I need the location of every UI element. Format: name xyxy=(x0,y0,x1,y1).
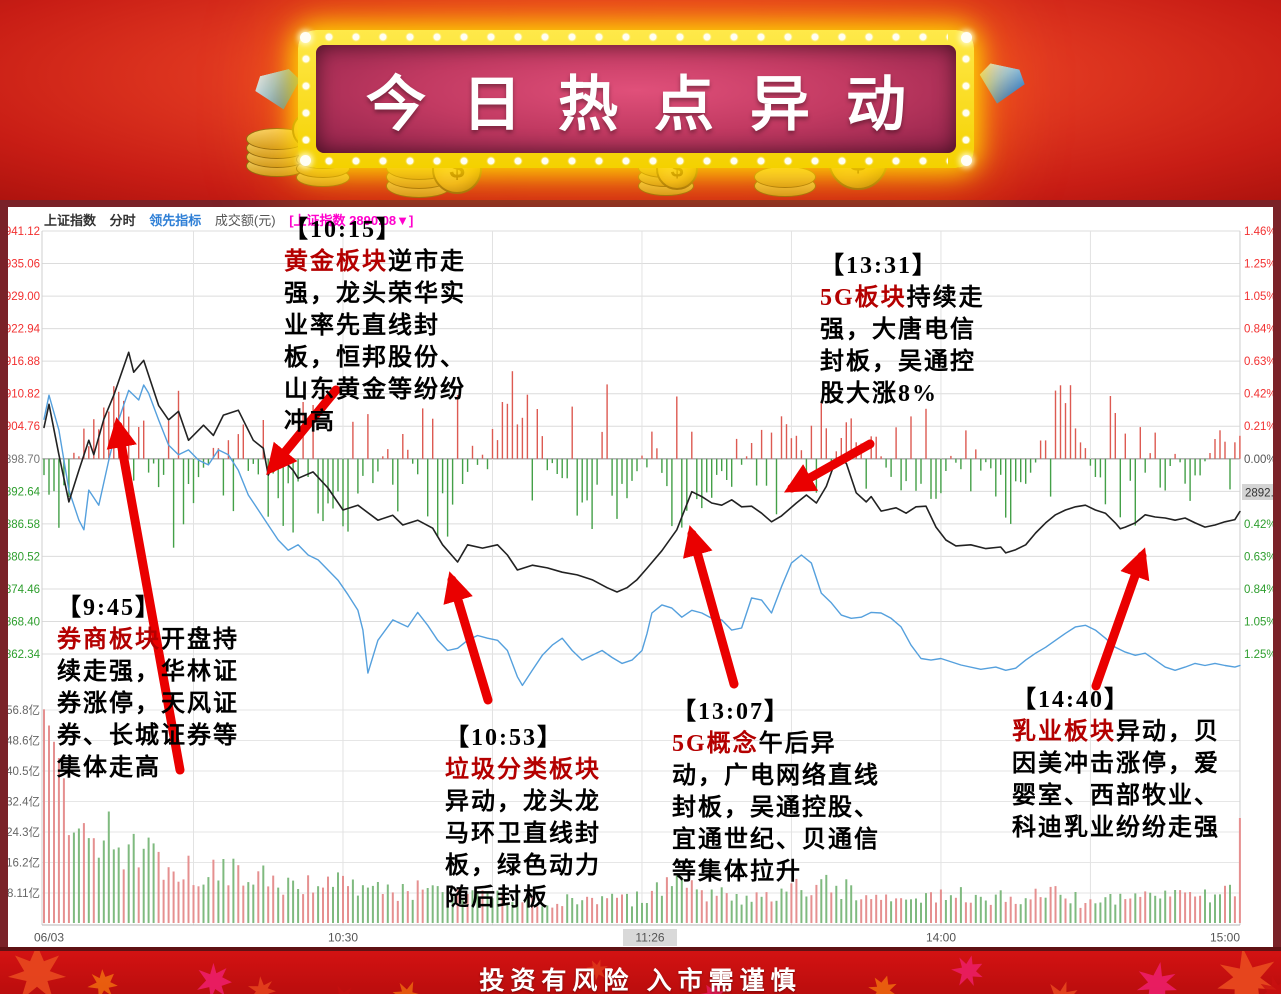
svg-text:2862.34: 2862.34 xyxy=(8,649,41,661)
period-tab-minute[interactable]: 分时 xyxy=(109,213,136,228)
svg-text:8.11亿: 8.11亿 xyxy=(8,887,40,900)
svg-text:2898.70: 2898.70 xyxy=(8,454,40,466)
light-bulbs-row xyxy=(324,32,948,42)
index-quote-label: [上证指数 2890.08▼] xyxy=(289,213,414,228)
svg-text:10:30: 10:30 xyxy=(328,931,358,945)
corner-bulb xyxy=(961,32,972,43)
price-badge: 2892.98 xyxy=(1242,484,1273,500)
index-name-label[interactable]: 上证指数 xyxy=(44,213,97,228)
marquee-sign: 今日热点异动 xyxy=(298,30,974,168)
light-bulbs-column xyxy=(961,54,971,144)
svg-text:0.84%: 0.84% xyxy=(1244,324,1273,336)
corner-bulb xyxy=(300,155,311,166)
marquee-sign-panel: 今日热点异动 xyxy=(316,45,956,153)
svg-text:14:00: 14:00 xyxy=(926,931,956,945)
svg-text:2886.58: 2886.58 xyxy=(8,519,40,531)
callout-arrows xyxy=(106,385,1150,775)
svg-text:0.42%: 0.42% xyxy=(1244,389,1273,401)
svg-text:1.25%: 1.25% xyxy=(1244,649,1273,661)
svg-text:0.42%: 0.42% xyxy=(1244,519,1273,531)
svg-text:2910.82: 2910.82 xyxy=(8,389,40,401)
chart-toolbar: 上证指数 分时 领先指标 成交额(元) [上证指数 2890.08▼] xyxy=(44,210,423,229)
gridlines xyxy=(41,230,1241,926)
svg-text:0.21%: 0.21% xyxy=(1244,421,1273,433)
svg-text:06/03: 06/03 xyxy=(34,931,64,945)
corner-bulb xyxy=(961,155,972,166)
svg-text:2941.12: 2941.12 xyxy=(8,226,40,238)
svg-text:24.3亿: 24.3亿 xyxy=(8,826,40,839)
svg-text:11:26: 11:26 xyxy=(635,931,664,945)
leading-indicator-line xyxy=(43,384,1241,687)
footer: 投资有风险 入市需谨慎 xyxy=(0,947,1281,994)
volume-mode-label[interactable]: 成交额(元) xyxy=(214,213,276,228)
corner-bulb xyxy=(300,32,311,43)
svg-text:0.84%: 0.84% xyxy=(1244,584,1273,596)
svg-text:2916.88: 2916.88 xyxy=(8,356,40,368)
risk-disclaimer: 投资有风险 入市需谨慎 xyxy=(479,968,802,994)
svg-text:40.5亿: 40.5亿 xyxy=(8,765,40,778)
time-axis-labels: 06/03 10:30 11:26 14:00 15:00 xyxy=(34,929,1240,946)
svg-text:16.2亿: 16.2亿 xyxy=(8,857,40,870)
svg-text:1.05%: 1.05% xyxy=(1244,291,1273,303)
svg-text:48.6亿: 48.6亿 xyxy=(8,735,40,748)
light-bulbs-column xyxy=(301,54,311,144)
svg-text:2892.98: 2892.98 xyxy=(1245,488,1273,500)
svg-text:1.05%: 1.05% xyxy=(1244,616,1273,628)
svg-text:32.4亿: 32.4亿 xyxy=(8,796,40,809)
svg-text:2922.94: 2922.94 xyxy=(8,324,41,336)
banner-title: 今日热点异动 xyxy=(366,70,942,138)
svg-text:1.25%: 1.25% xyxy=(1244,259,1273,271)
svg-text:2929.00: 2929.00 xyxy=(8,291,40,303)
svg-text:15:00: 15:00 xyxy=(1210,931,1240,945)
indicator-toggle[interactable]: 领先指标 xyxy=(149,213,202,228)
volume-bars xyxy=(43,709,1241,924)
svg-text:0.63%: 0.63% xyxy=(1244,356,1273,368)
banner: 今日热点异动 xyxy=(0,0,1281,200)
svg-text:0.63%: 0.63% xyxy=(1244,551,1273,563)
svg-text:2880.52: 2880.52 xyxy=(8,551,40,563)
svg-text:2868.40: 2868.40 xyxy=(8,616,40,628)
advance-decline-bars xyxy=(43,371,1241,548)
light-bulbs-row xyxy=(324,156,948,166)
svg-text:2892.64: 2892.64 xyxy=(8,486,41,498)
svg-text:1.46%: 1.46% xyxy=(1244,226,1273,238)
svg-text:56.8亿: 56.8亿 xyxy=(8,704,40,717)
price-line xyxy=(43,351,1241,593)
svg-text:0.00%: 0.00% xyxy=(1244,454,1273,466)
diamond-icon xyxy=(975,62,1028,109)
